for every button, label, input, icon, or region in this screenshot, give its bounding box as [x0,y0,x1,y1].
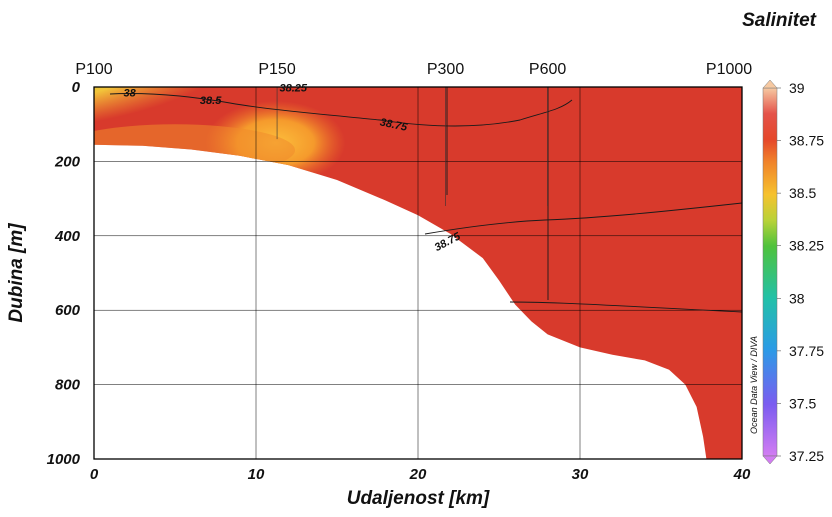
watermark-text: Ocean Data View / DIVA [749,336,759,434]
salinity-field [94,87,742,459]
colorbar-tick-label: 37.25 [789,448,824,464]
bottom-orange-band [94,124,295,177]
x-tick-label: 30 [572,466,589,483]
colorbar-tick-label: 37.5 [789,395,816,411]
contour-lines [109,87,742,313]
colorbar-tick-label: 38.5 [789,185,816,201]
station-label: P1000 [706,61,752,78]
contour-label: 38.75 [379,116,409,134]
y-axis-title: Dubina [m] [6,223,27,323]
x-tick-label: 40 [733,466,751,483]
y-tick-label: 800 [55,377,81,394]
x-tick-label: 0 [90,466,99,483]
x-tick-label: 10 [248,466,265,483]
colorbar-title: Salinitet [742,10,817,31]
colorbar-tick-label: 38 [789,290,805,306]
colorbar [762,87,778,457]
contour-line [109,93,573,127]
y-tick-label: 200 [54,153,81,170]
station-labels: P100 P150 P300 P600 P1000 [75,61,752,78]
contour-label: 38.25 [279,83,307,95]
y-tick-label: 400 [54,228,81,245]
station-lines [276,87,548,207]
colorbar-tick-labels: 39 38.75 38.5 38.25 38 37.75 37.5 37.25 [777,80,824,464]
x-tick-labels: 0 10 20 30 40 [90,466,751,483]
x-axis-title: Udaljenost [km] [347,488,490,509]
y-tick-label: 0 [72,79,81,96]
contour-line [424,202,742,235]
contour-label: 38 [124,88,137,100]
colorbar-top-cap [762,79,778,89]
contour-label: 38.5 [200,95,222,107]
colorbar-tick-label: 38.75 [789,133,824,149]
contour-line [509,301,742,313]
y-tick-labels: 0 200 400 600 800 1000 [47,79,81,468]
plot-frame [93,86,743,460]
colorbar-tick-label: 39 [789,80,805,96]
station-label: P600 [529,61,566,78]
y-tick-label: 1000 [47,451,81,468]
station-label: P300 [427,61,464,78]
colorbar-bottom-cap [762,455,778,465]
station-label: P100 [75,61,112,78]
station-label: P150 [258,61,295,78]
y-tick-label: 600 [55,302,81,319]
colorbar-tick-label: 38.25 [789,238,824,254]
low-salinity-surface-tongue [94,87,244,135]
x-tick-label: 20 [409,466,427,483]
colorbar-tick-label: 37.75 [789,343,824,359]
